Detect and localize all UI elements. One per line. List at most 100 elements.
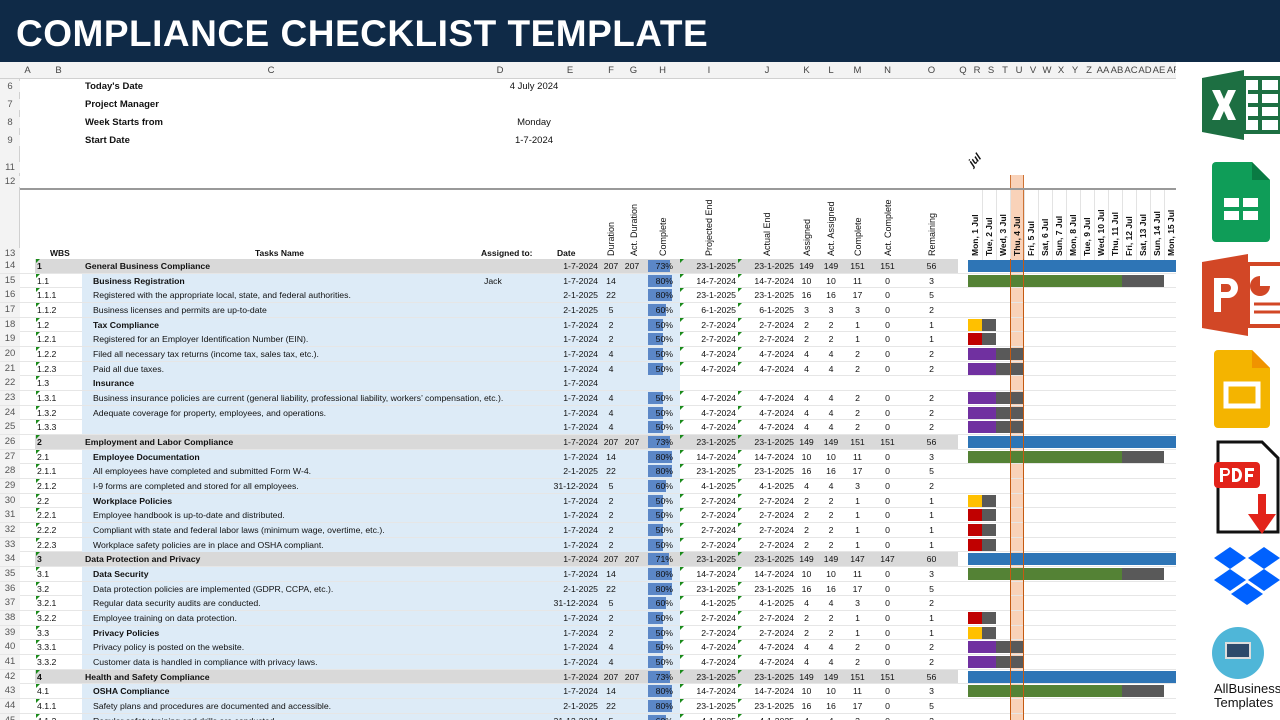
complete-pct-cell[interactable]: 50% — [655, 407, 673, 418]
date-cell[interactable]: 31-12-2024 — [553, 481, 598, 492]
complete-cell[interactable]: 151 — [850, 261, 865, 271]
assigned-to-cell[interactable]: Jack — [484, 275, 502, 286]
act-complete-cell[interactable]: 0 — [885, 290, 890, 301]
table-row[interactable]: 15 1.1 Business Registration Jack 1-7-2024 14… — [0, 273, 1176, 289]
act-duration-cell[interactable] — [622, 479, 642, 493]
row-number[interactable]: 25 — [0, 420, 20, 435]
act-assigned-cell[interactable]: 4 — [828, 598, 834, 609]
act-assigned-cell[interactable]: 2 — [828, 334, 834, 345]
assigned-cell[interactable]: 149 — [799, 554, 814, 565]
act-complete-cell[interactable]: 0 — [885, 466, 890, 477]
projected-end-cell[interactable]: 6-1-2025 — [701, 305, 736, 315]
column-header-Q[interactable]: Q — [959, 65, 967, 76]
task-name-cell[interactable]: Business insurance policies are current … — [93, 393, 504, 404]
complete-cell[interactable]: 3 — [855, 481, 860, 492]
complete-pct-cell[interactable]: 60% — [645, 714, 673, 720]
act-complete-cell[interactable]: 0 — [885, 349, 890, 360]
row-number[interactable]: 14 — [0, 259, 20, 273]
duration-cell[interactable]: 4 — [608, 349, 614, 360]
complete-cell[interactable]: 2 — [855, 642, 860, 653]
complete-cell[interactable]: 2 — [855, 422, 860, 433]
date-cell[interactable]: 2-1-2025 — [563, 305, 598, 315]
duration-cell[interactable]: 207 — [603, 554, 619, 565]
week-starts-value[interactable]: Monday — [517, 117, 551, 128]
gantt-bar-done[interactable] — [968, 553, 1176, 566]
table-row[interactable]: 18 1.2 Tax Compliance 1-7-2024 2 50% 2-7-2024 2… — [0, 317, 1176, 333]
duration-cell[interactable]: 22 — [606, 466, 616, 477]
gantt-bar-remaining[interactable] — [982, 333, 996, 346]
complete-pct-cell[interactable]: 50% — [655, 657, 673, 668]
projected-end-cell[interactable]: 23-1-2025 — [696, 437, 736, 448]
complete-cell[interactable]: 3 — [845, 714, 870, 720]
complete-pct-cell[interactable]: 50% — [655, 422, 673, 433]
act-duration-cell[interactable] — [622, 494, 642, 508]
table-row[interactable]: 31 2.2.1 Employee handbook is up-to-date a… — [0, 508, 1176, 524]
table-row[interactable]: 20 1.2.2 Filed all necessary tax returns (… — [0, 347, 1176, 362]
duration-cell[interactable]: 4 — [608, 657, 614, 668]
complete-pct-cell[interactable]: 71% — [655, 554, 673, 565]
duration-cell[interactable]: 207 — [603, 261, 619, 271]
row-number[interactable]: 6 — [0, 81, 20, 92]
table-row[interactable]: 16 1.1.1 Registered with the appropriate l… — [0, 288, 1176, 303]
date-cell[interactable]: 2-1-2025 — [563, 466, 598, 477]
act-duration-cell[interactable]: 207 — [624, 437, 640, 448]
gantt-bar-remaining[interactable] — [982, 626, 996, 639]
duration-cell[interactable]: 5 — [600, 714, 622, 720]
act-complete-cell[interactable]: 0 — [870, 714, 905, 720]
row-number[interactable]: 41 — [0, 655, 20, 670]
table-row[interactable]: 40 3.3.1 Privacy policy is posted on the w… — [0, 640, 1176, 656]
act-assigned-cell[interactable]: 3 — [828, 305, 834, 315]
column-header-I[interactable]: I — [707, 65, 711, 76]
projected-end-cell[interactable]: 2-7-2024 — [701, 613, 736, 624]
row-number[interactable]: 12 — [0, 176, 20, 187]
gantt-bar-done[interactable] — [968, 450, 1122, 463]
act-duration-cell[interactable] — [622, 538, 642, 552]
row-number[interactable]: 23 — [0, 391, 20, 406]
wbs-cell[interactable]: 2.2.2 — [37, 525, 57, 536]
row-number[interactable]: 11 — [0, 162, 20, 173]
assigned-cell[interactable]: 2 — [804, 319, 809, 330]
act-assigned-cell[interactable]: 4 — [828, 393, 834, 404]
task-name-cell[interactable]: Compliant with state and federal labor l… — [93, 525, 385, 536]
task-name-cell[interactable]: Safety plans and procedures are document… — [93, 701, 332, 712]
gantt-bar-done[interactable] — [968, 348, 996, 361]
remaining-cell[interactable]: 1 — [929, 525, 934, 536]
remaining-cell[interactable]: 1 — [929, 510, 934, 521]
row-number[interactable]: 44 — [0, 699, 20, 714]
complete-cell[interactable]: 11 — [852, 686, 863, 697]
row-number[interactable]: 32 — [0, 523, 20, 538]
table-row[interactable]: 32 2.2.2 Compliant with state and federal … — [0, 523, 1176, 538]
act-assigned-cell[interactable]: 4 — [828, 349, 834, 360]
actual-end-cell[interactable]: 2-7-2024 — [759, 525, 794, 536]
projected-end-cell[interactable]: 23-1-2025 — [696, 583, 736, 594]
remaining-cell[interactable]: 5 — [929, 466, 934, 477]
act-assigned-cell[interactable]: 149 — [823, 554, 839, 565]
row-number[interactable]: 27 — [0, 449, 20, 464]
wbs-cell[interactable]: 2.2.1 — [37, 510, 57, 521]
act-complete-cell[interactable]: 0 — [885, 275, 890, 286]
actual-end-cell[interactable]: 4-7-2024 — [759, 407, 794, 418]
row-number[interactable]: 36 — [0, 581, 20, 596]
assigned-cell[interactable]: 16 — [801, 701, 812, 712]
actual-end-cell[interactable]: 23-1-2025 — [754, 290, 794, 301]
complete-pct-cell[interactable]: 60% — [655, 305, 673, 315]
complete-pct-cell[interactable]: 50% — [655, 642, 673, 653]
gantt-bar-remaining[interactable] — [1122, 568, 1164, 581]
gantt-bar-done[interactable] — [968, 406, 996, 419]
row-number[interactable]: 22 — [0, 376, 20, 391]
wbs-cell[interactable]: 2.1.1 — [37, 466, 57, 477]
duration-cell[interactable]: 207 — [603, 437, 619, 448]
act-duration-cell[interactable] — [622, 288, 642, 302]
assigned-cell[interactable]: 2 — [804, 613, 809, 624]
projected-end-cell[interactable]: 4-7-2024 — [701, 422, 736, 433]
table-row[interactable]: 17 1.1.2 Business licenses and permits are… — [0, 303, 1176, 318]
act-duration-cell[interactable] — [622, 391, 642, 405]
wbs-cell[interactable]: 4 — [37, 671, 42, 682]
projected-end-cell[interactable]: 23-1-2025 — [696, 701, 736, 712]
act-complete-cell[interactable]: 0 — [885, 510, 890, 521]
column-header-S[interactable]: S — [987, 65, 995, 76]
assigned-cell[interactable]: 2 — [804, 510, 809, 521]
complete-cell[interactable]: 17 — [852, 701, 863, 712]
task-name-cell[interactable]: Regular safety training and drills are c… — [93, 714, 277, 720]
row-number[interactable]: 9 — [0, 135, 20, 146]
